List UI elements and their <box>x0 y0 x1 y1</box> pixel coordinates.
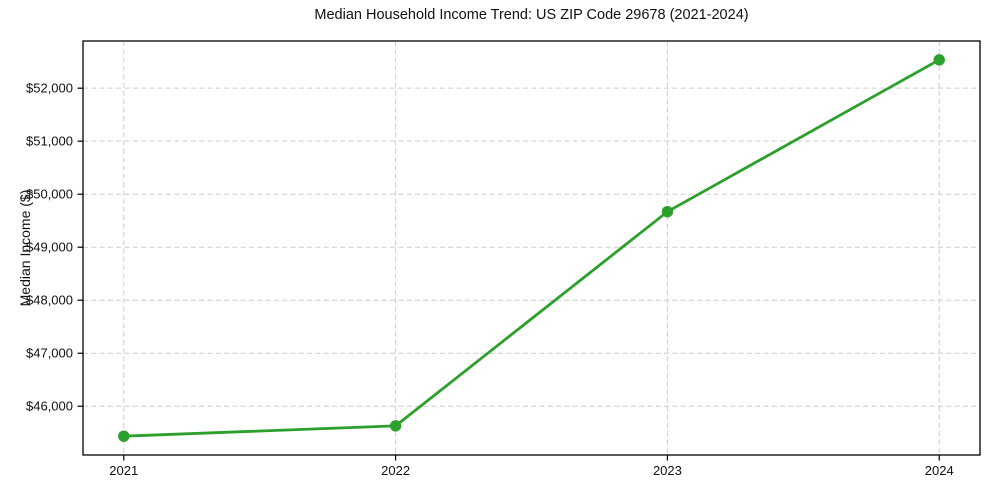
data-point-marker <box>118 430 130 442</box>
data-point-marker <box>933 54 945 66</box>
y-tick-label: $50,000 <box>26 187 73 202</box>
y-tick-label: $51,000 <box>26 134 73 149</box>
y-tick-label: $46,000 <box>26 399 73 414</box>
x-tick-label: 2022 <box>381 463 410 478</box>
trend-line <box>122 58 941 438</box>
x-tick-label: 2024 <box>925 463 954 478</box>
y-tick-label: $47,000 <box>26 346 73 361</box>
y-tick-label: $52,000 <box>26 81 73 96</box>
y-tick-label: $48,000 <box>26 293 73 308</box>
chart-title: Median Household Income Trend: US ZIP Co… <box>314 7 749 23</box>
x-tick-label: 2021 <box>109 463 138 478</box>
x-tick-label: 2023 <box>653 463 682 478</box>
data-point-marker <box>661 205 674 218</box>
plot-border <box>82 40 981 456</box>
data-point-marker <box>389 420 402 432</box>
y-tick-label: $49,000 <box>26 240 73 255</box>
